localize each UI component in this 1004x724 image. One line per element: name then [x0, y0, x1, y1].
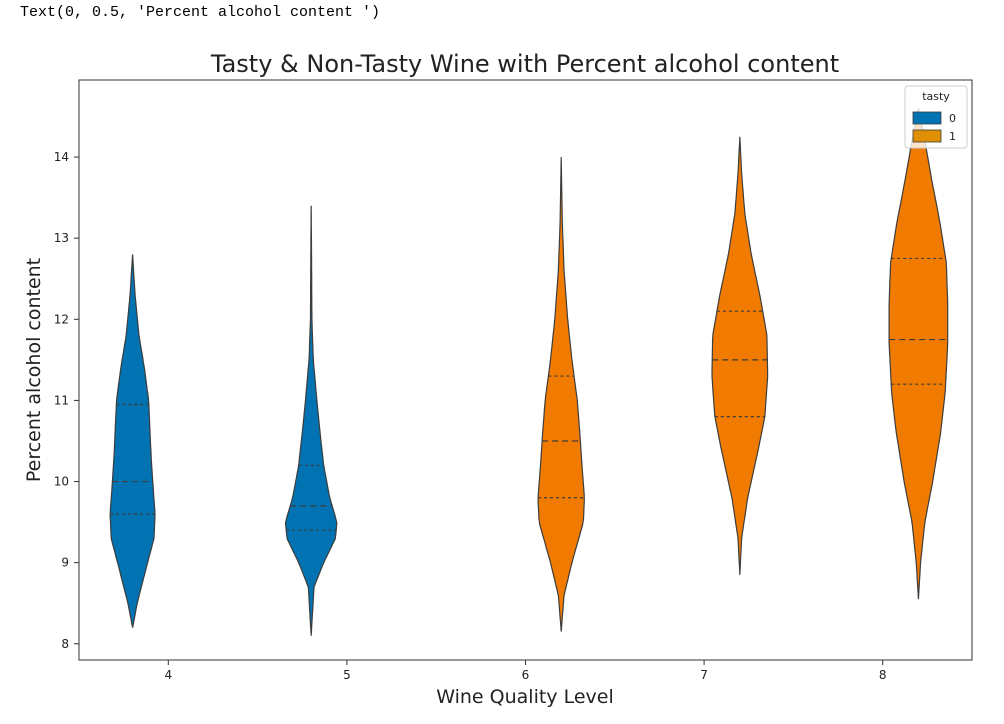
plot-area	[109, 108, 949, 636]
cell-output-text: Text(0, 0.5, 'Percent alcohol content ')	[20, 4, 381, 21]
x-tick-label: 5	[343, 668, 351, 682]
violin-4	[109, 254, 156, 628]
legend-swatch-0	[912, 111, 942, 125]
y-axis: 8 9 10 11 12 13 14	[54, 150, 79, 651]
x-axis: 4 5 6 7 8	[164, 660, 887, 682]
y-tick-label: 9	[61, 556, 69, 570]
x-tick-label: 6	[522, 668, 530, 682]
y-tick-label: 10	[54, 475, 69, 489]
y-tick-label: 13	[54, 231, 69, 245]
x-tick-label: 4	[164, 668, 172, 682]
y-axis-label: Percent alcohol content	[23, 258, 45, 482]
legend-label-1: 1	[949, 130, 956, 143]
y-tick-label: 8	[61, 637, 69, 651]
y-tick-label: 14	[54, 150, 69, 164]
violin-5	[284, 205, 338, 636]
legend-title: tasty	[922, 90, 950, 103]
y-tick-label: 12	[54, 312, 69, 326]
legend: tasty 0 1	[904, 85, 968, 149]
x-tick-label: 8	[879, 668, 887, 682]
violin-6	[537, 157, 585, 632]
y-tick-label: 11	[54, 393, 69, 407]
violin-7	[711, 136, 769, 575]
x-axis-label: Wine Quality Level	[436, 686, 614, 708]
chart-title: Tasty & Non-Tasty Wine with Percent alco…	[210, 50, 839, 78]
x-tick-label: 7	[700, 668, 708, 682]
legend-label-0: 0	[949, 112, 956, 125]
plot-frame	[78, 79, 973, 661]
legend-swatch-1	[912, 129, 942, 143]
violin-8	[888, 108, 949, 600]
